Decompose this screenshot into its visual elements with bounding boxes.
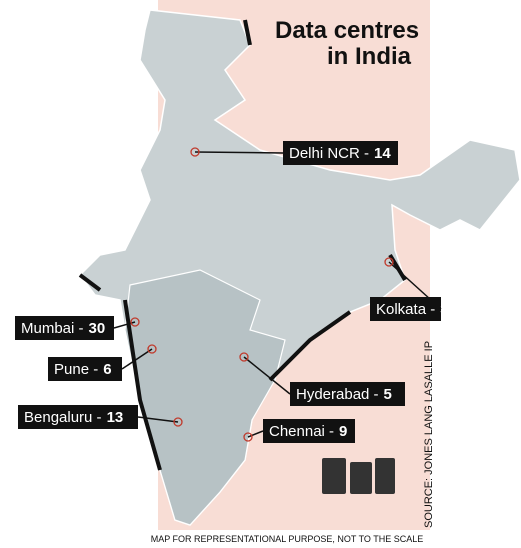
location-pin bbox=[173, 417, 183, 427]
city-count: 5 bbox=[384, 386, 392, 403]
label-box bbox=[18, 405, 138, 429]
city-name: Hyderabad - bbox=[296, 386, 379, 403]
city-count: 3 bbox=[440, 301, 448, 318]
label-box bbox=[15, 316, 114, 340]
city-label: Hyderabad - 5 bbox=[296, 386, 392, 403]
pointer-line bbox=[243, 356, 291, 395]
city-name: Bengaluru - bbox=[24, 409, 102, 426]
label-box bbox=[290, 382, 405, 406]
city-count: 14 bbox=[374, 145, 391, 162]
location-pin bbox=[147, 344, 157, 354]
city-name: Pune - bbox=[54, 361, 98, 378]
city-count: 6 bbox=[103, 361, 111, 378]
city-name: Mumbai - bbox=[21, 320, 84, 337]
location-pin bbox=[190, 147, 200, 157]
city-label: Chennai - 9 bbox=[269, 423, 347, 440]
pointer-line bbox=[121, 348, 153, 370]
label-box bbox=[283, 141, 398, 165]
city-label: Pune - 6 bbox=[54, 361, 112, 378]
city-count: 30 bbox=[89, 320, 106, 337]
pointer-line bbox=[137, 416, 179, 423]
city-name: Delhi NCR - bbox=[289, 145, 369, 162]
title-line: in India bbox=[327, 43, 412, 70]
location-pin bbox=[239, 352, 249, 362]
title-line: Data centres bbox=[275, 17, 419, 44]
city-count: 9 bbox=[339, 423, 347, 440]
location-pin bbox=[243, 432, 253, 442]
city-label: Kolkata - 3 bbox=[376, 301, 449, 318]
label-box bbox=[263, 419, 355, 443]
city-count: 13 bbox=[107, 409, 124, 426]
city-label: Mumbai - 30 bbox=[21, 320, 105, 337]
source-note: SOURCE: JONES LANG LASALLE IP bbox=[423, 341, 435, 528]
pointer-line bbox=[194, 151, 284, 154]
label-box bbox=[370, 297, 441, 321]
city-label: Delhi NCR - 14 bbox=[289, 145, 391, 162]
location-pin bbox=[130, 317, 140, 327]
server-icon bbox=[322, 458, 395, 494]
coastline bbox=[78, 19, 407, 471]
city-name: Kolkata - bbox=[376, 301, 435, 318]
city-label: Bengaluru - 13 bbox=[24, 409, 123, 426]
location-pin bbox=[384, 257, 394, 267]
city-name: Chennai - bbox=[269, 423, 334, 440]
footnote: MAP FOR REPRESENTATIONAL PURPOSE, NOT TO… bbox=[151, 534, 424, 544]
pointer-line bbox=[247, 430, 264, 438]
label-box bbox=[48, 357, 122, 381]
